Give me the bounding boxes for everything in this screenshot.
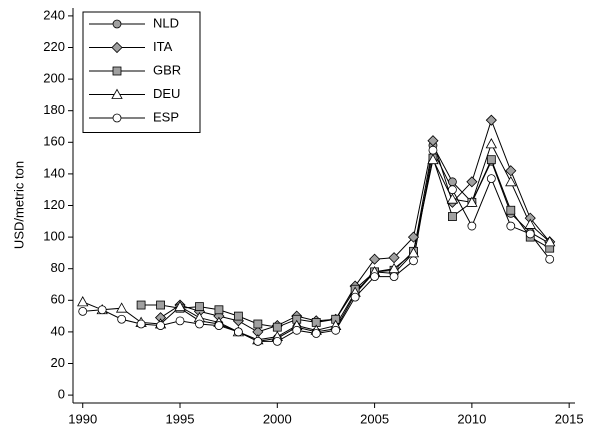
marker [253, 336, 263, 346]
marker [331, 325, 341, 335]
y-tick-label: 140 [43, 165, 65, 180]
y-tick-label: 60 [51, 292, 65, 307]
x-tick-label: 2015 [555, 411, 584, 426]
y-tick-label: 0 [58, 387, 65, 402]
marker [466, 196, 478, 207]
marker [195, 302, 204, 312]
legend-label: ESP [153, 109, 179, 124]
marker [525, 229, 535, 239]
y-tick-label: 240 [43, 7, 65, 22]
marker [233, 327, 243, 337]
marker [136, 319, 146, 329]
marker [111, 88, 123, 99]
y-tick-label: 180 [43, 102, 65, 117]
marker [467, 221, 477, 231]
marker [544, 236, 556, 247]
legend-label: ITA [153, 39, 173, 54]
marker [195, 319, 204, 329]
marker [156, 321, 165, 330]
marker [485, 138, 498, 149]
legend-label: GBR [153, 62, 181, 77]
marker [117, 314, 127, 324]
marker [156, 300, 165, 310]
marker [466, 176, 478, 188]
marker [427, 153, 439, 165]
marker [174, 300, 186, 312]
y-tick-label: 220 [43, 39, 65, 54]
marker [175, 316, 185, 326]
y-tick-label: 100 [43, 229, 65, 244]
marker [505, 175, 517, 187]
marker [506, 205, 516, 215]
x-tick-label: 2010 [457, 411, 486, 426]
marker [446, 193, 459, 204]
legend-label: DEU [153, 86, 180, 101]
marker [427, 135, 439, 147]
marker [389, 272, 399, 282]
series-line [141, 156, 550, 328]
x-tick-label: 2000 [263, 411, 292, 426]
marker [506, 221, 516, 231]
legend-box [82, 11, 201, 133]
marker [111, 41, 123, 54]
marker [524, 218, 536, 229]
marker [112, 19, 122, 29]
marker [272, 322, 282, 332]
marker [370, 272, 379, 282]
marker [233, 311, 243, 321]
marker [136, 300, 146, 310]
marker [112, 113, 122, 123]
y-tick-label: 80 [51, 260, 65, 275]
marker [369, 253, 381, 265]
marker [448, 185, 457, 195]
marker [253, 319, 263, 329]
marker [407, 231, 420, 243]
marker [505, 165, 517, 177]
y-tick-label: 20 [51, 355, 65, 370]
marker [448, 177, 457, 187]
marker [485, 114, 497, 126]
marker [428, 145, 438, 155]
marker [448, 212, 457, 221]
marker [77, 296, 89, 307]
marker [214, 305, 224, 315]
y-tick-label: 200 [43, 71, 65, 86]
legend-label: NLD [153, 15, 179, 30]
y-tick-label: 40 [51, 323, 65, 338]
x-tick-label: 1990 [68, 411, 97, 426]
x-tick-label: 2005 [360, 411, 389, 426]
series-line [82, 142, 551, 341]
y-axis-label: USD/metric ton [11, 161, 26, 249]
marker [292, 325, 302, 335]
marker [115, 302, 128, 313]
marker [78, 306, 88, 316]
marker [486, 174, 496, 184]
marker [97, 305, 107, 315]
marker [214, 321, 224, 330]
marker [486, 155, 496, 165]
marker [409, 256, 418, 266]
marker [388, 252, 400, 264]
marker [545, 254, 555, 264]
y-tick-label: 160 [43, 134, 65, 149]
marker [311, 329, 321, 338]
marker [350, 292, 360, 302]
x-tick-label: 1995 [166, 411, 195, 426]
y-tick-label: 120 [43, 197, 65, 212]
marker [112, 66, 122, 76]
marker [272, 336, 282, 346]
